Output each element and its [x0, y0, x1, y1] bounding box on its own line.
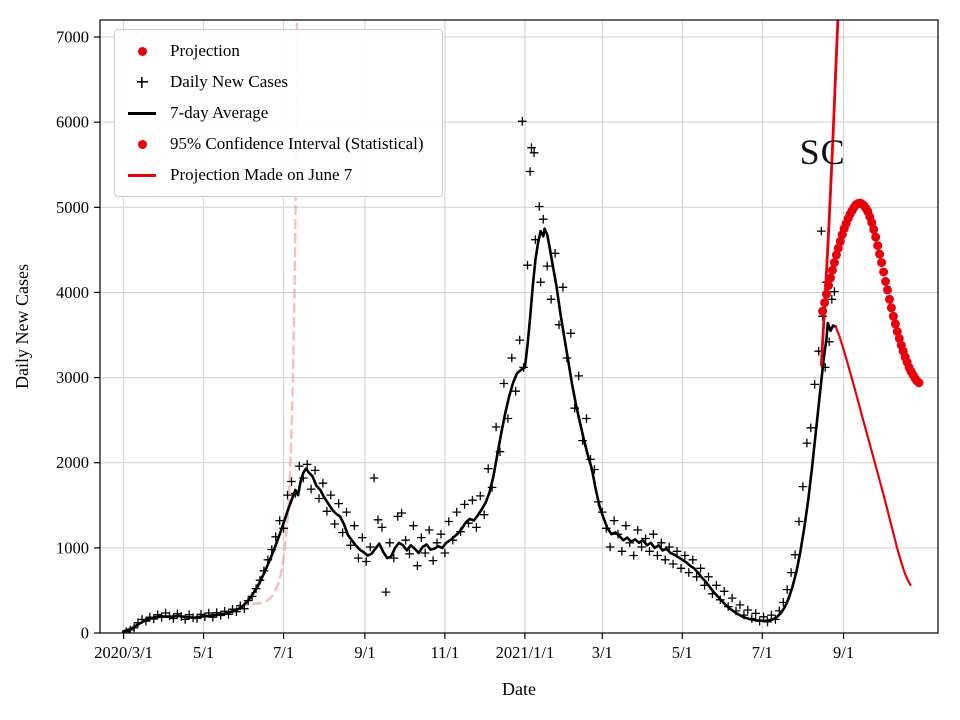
black-line-marker-icon [126, 112, 158, 115]
legend-label: 7-day Average [170, 103, 269, 122]
legend-label: 95% Confidence Interval (Statistical) [170, 134, 424, 153]
legend-label: Daily New Cases [170, 72, 289, 91]
x-axis-label: Date [502, 679, 536, 699]
x-tick-label: 7/1 [273, 643, 294, 662]
legend-item-projection-june7: Projection Made on June 7 [126, 165, 424, 185]
legend-label: Projection [170, 41, 240, 60]
axis-ticks [94, 36, 845, 639]
axis-tick-labels: 2020/3/1 5/1 7/1 9/1 11/1 2021/1/1 3/1 5/1 7/1 9/… [56, 28, 854, 662]
series-layer [121, 20, 924, 633]
red-dot-marker-icon [126, 140, 158, 149]
series-old-projection-dashed [237, 20, 299, 607]
series-seven-day-average [122, 227, 837, 633]
y-tick-label: 6000 [56, 113, 89, 132]
x-tick-label: 3/1 [592, 643, 613, 662]
x-tick-label: 9/1 [354, 643, 375, 662]
chart-legend: Projection Daily New Cases 7-day Average… [114, 29, 443, 197]
y-tick-label: 5000 [56, 198, 89, 217]
y-tick-label: 1000 [56, 538, 89, 557]
y-tick-label: 4000 [56, 283, 89, 302]
plot-border [99, 19, 939, 634]
plus-marker-icon [126, 77, 158, 88]
series-projection-with-confidence-interval [818, 198, 924, 388]
y-tick-label: 0 [81, 624, 89, 643]
x-tick-label: 7/1 [752, 643, 773, 662]
legend-item-confidence-interval: 95% Confidence Interval (Statistical) [126, 134, 424, 154]
y-tick-label: 2000 [56, 453, 89, 472]
x-tick-label: 5/1 [193, 643, 214, 662]
x-tick-label: 5/1 [672, 643, 693, 662]
red-dot-marker-icon [126, 47, 158, 56]
y-tick-label: 3000 [56, 368, 89, 387]
legend-label: Projection Made on June 7 [170, 165, 353, 184]
x-tick-label: 9/1 [833, 643, 854, 662]
y-axis-label: Daily New Cases [12, 264, 32, 389]
legend-item-7-day-average: 7-day Average [126, 103, 424, 123]
legend-item-projection: Projection [126, 41, 424, 61]
state-label-annotation: SC [799, 131, 846, 172]
x-tick-label: 2021/1/1 [496, 643, 555, 662]
x-tick-label: 2020/3/1 [94, 643, 153, 662]
series-projection-decline-line [834, 325, 912, 586]
x-tick-label: 11/1 [431, 643, 460, 662]
y-tick-label: 7000 [56, 28, 89, 47]
red-line-marker-icon [126, 174, 158, 177]
legend-item-daily-new-cases: Daily New Cases [126, 72, 424, 92]
